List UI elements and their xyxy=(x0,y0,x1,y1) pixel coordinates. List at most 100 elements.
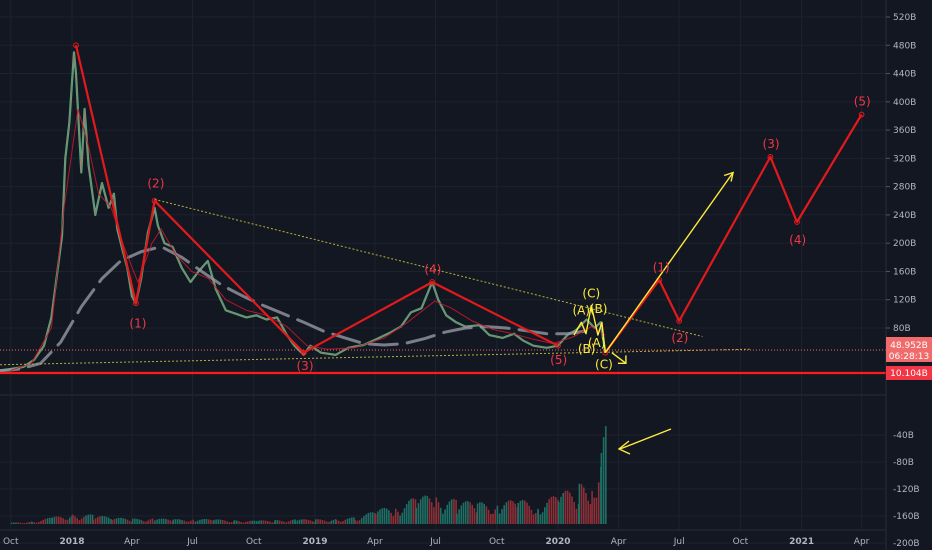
volume-bar xyxy=(569,492,571,524)
wave-point xyxy=(429,279,436,285)
volume-bar xyxy=(89,514,92,524)
y-tick-label: 280B xyxy=(893,183,916,193)
x-tick-label: Apr xyxy=(854,537,870,547)
volume-bar xyxy=(337,520,340,524)
volume-bar xyxy=(274,520,276,524)
volume-bar xyxy=(530,509,533,524)
volume-bar xyxy=(305,519,307,524)
volume-bar xyxy=(83,516,85,524)
volume-bar xyxy=(94,518,97,524)
volume-bar xyxy=(408,500,410,524)
volume-bar xyxy=(249,520,251,524)
volume-bar xyxy=(128,520,131,524)
volume-bar xyxy=(105,516,108,524)
volume-bar xyxy=(544,507,546,524)
volume-bar xyxy=(501,509,503,524)
volume-bar xyxy=(85,515,87,524)
wave-label: (3) xyxy=(297,359,314,373)
current-price-badge[interactable]: 48.952B 06:28:13 xyxy=(886,337,932,362)
volume-bar xyxy=(367,513,370,524)
volume-bar xyxy=(210,519,212,524)
x-tick-label: Oct xyxy=(733,537,749,547)
price-axis[interactable]: 520B 480B 440B 400B 360B 320B 280B 240B 200B 160B… xyxy=(886,13,916,334)
volume-bar xyxy=(136,518,138,524)
volume-bar xyxy=(323,520,326,524)
volume-bar xyxy=(555,497,557,524)
wave-labels: (1)(2)(3)(4)(5)(1)(2)(3)(4)(5)(A)(C)(B)(… xyxy=(129,94,870,372)
volume-bar xyxy=(154,520,156,524)
volume-bar xyxy=(369,512,372,524)
volume-bar xyxy=(566,490,569,524)
current-price-badge-bg xyxy=(886,337,932,362)
fast-moving-average xyxy=(10,108,606,371)
volume-bar xyxy=(60,517,62,524)
volume-bar xyxy=(285,522,287,524)
volume-bar xyxy=(269,521,271,524)
volume-bar xyxy=(505,502,508,524)
y-tick-label: 480B xyxy=(893,41,916,51)
volume-bar xyxy=(258,520,260,524)
volume-bar xyxy=(10,522,13,524)
volume-bar xyxy=(446,504,449,524)
volume-bar xyxy=(519,500,522,524)
volume-bar xyxy=(172,519,175,524)
volume-bar xyxy=(499,513,501,524)
volume-bar xyxy=(374,514,377,524)
volume-bar xyxy=(226,521,228,524)
volume-bar xyxy=(539,514,542,524)
volume-bar xyxy=(303,519,305,524)
volume-bar xyxy=(203,519,206,524)
volume-bar xyxy=(381,508,384,524)
volume-bar xyxy=(183,520,186,524)
volume-bar xyxy=(215,519,217,524)
volume-bar xyxy=(35,522,38,524)
y-tick-label: 160B xyxy=(893,267,916,277)
volume-bar xyxy=(156,519,158,524)
yellow-line-up-arrow xyxy=(604,172,734,354)
volume-bar xyxy=(571,496,573,524)
volume-bar xyxy=(346,518,349,524)
volume-bar xyxy=(583,487,585,524)
volume-bar xyxy=(326,521,328,524)
volume-bar xyxy=(458,509,460,524)
wave-label: (5) xyxy=(854,94,871,108)
x-tick-label: 2019 xyxy=(302,537,327,547)
volume-bar xyxy=(111,520,113,524)
volume-bar xyxy=(399,515,401,524)
time-axis[interactable]: Oct 2018 Apr Jul Oct 2019 Apr Jul Oct 2020 Apr Jul O… xyxy=(3,537,870,547)
wave-point xyxy=(858,111,865,118)
volume-axis[interactable]: -40B -80B -120B -160B -200B xyxy=(893,431,920,549)
wave-point xyxy=(794,219,800,225)
volume-bar xyxy=(28,522,30,524)
volume-bar xyxy=(412,498,415,524)
volume-bar xyxy=(428,498,431,524)
y-tick-label: 80B xyxy=(893,324,911,334)
volume-bar xyxy=(330,520,332,524)
volume-bar xyxy=(473,508,476,524)
volume-bar xyxy=(514,503,516,524)
volume-bar xyxy=(31,522,33,524)
volume-bar xyxy=(602,437,605,524)
volume-bar xyxy=(580,484,583,524)
volume-bar xyxy=(66,519,69,524)
volume-bar xyxy=(283,521,285,524)
volume-bar xyxy=(560,496,562,524)
support-price-badge[interactable]: 10.104B xyxy=(886,366,932,380)
wave-point xyxy=(300,349,307,356)
volume-bar xyxy=(233,520,236,524)
volume-bar xyxy=(138,519,141,524)
volume-bar xyxy=(230,522,233,524)
volume-bar xyxy=(535,513,537,524)
volume-bar xyxy=(207,519,210,524)
volume-bar xyxy=(151,518,154,524)
volume-bar xyxy=(312,521,314,524)
volume-bar xyxy=(44,518,47,524)
volume-bar xyxy=(496,513,499,524)
wave-label: (B) xyxy=(578,342,596,356)
volume-bar xyxy=(287,521,290,524)
volume-bar xyxy=(479,502,481,524)
volume-bar xyxy=(64,519,67,524)
wave-label: (A) xyxy=(588,336,606,350)
volume-bar xyxy=(187,521,190,524)
